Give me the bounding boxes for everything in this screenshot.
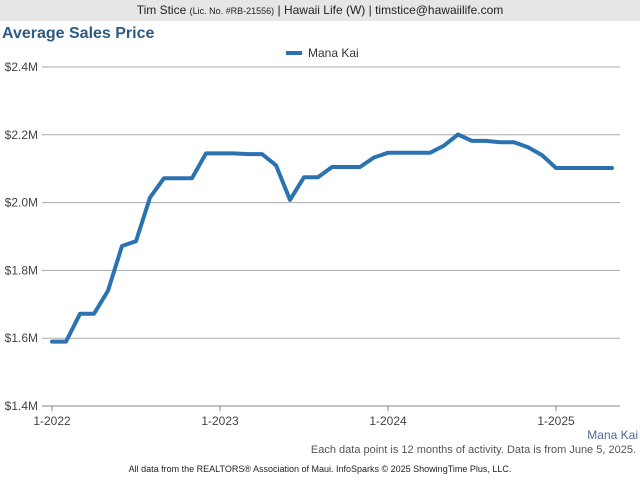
series-line-mana-kai	[50, 132, 614, 344]
agent-header: Tim Stice (Lic. No. #RB-21556) | Hawaii …	[0, 0, 640, 21]
y-tick-label: $2.2M	[5, 128, 38, 142]
series-label: Mana Kai	[587, 428, 638, 442]
x-tick-label: 1-2023	[201, 414, 239, 428]
legend-swatch	[286, 51, 302, 55]
y-tick-label: $1.4M	[5, 399, 38, 413]
y-tick-label: $2.4M	[5, 60, 38, 74]
agent-name: Tim Stice	[136, 3, 187, 17]
agent-contact: | Hawaii Life (W) | timstice@hawaiilife.…	[277, 3, 504, 17]
y-tick-label: $1.6M	[5, 331, 38, 345]
x-tick-label: 1-2022	[33, 414, 71, 428]
chart-title: Average Sales Price	[2, 25, 155, 42]
chart-legend[interactable]: Mana Kai	[286, 46, 359, 60]
y-tick-label: $1.8M	[5, 263, 38, 277]
data-footnote: Each data point is 12 months of activity…	[310, 444, 636, 456]
x-tick-label: 1-2024	[369, 414, 407, 428]
copyright-notice: All data from the REALTORS® Association …	[128, 464, 512, 474]
y-tick-label: $2.0M	[5, 196, 38, 210]
legend-label: Mana Kai	[308, 46, 359, 60]
license-number: (Lic. No. #RB-21556)	[189, 6, 275, 16]
x-tick-label: 1-2025	[537, 414, 575, 428]
